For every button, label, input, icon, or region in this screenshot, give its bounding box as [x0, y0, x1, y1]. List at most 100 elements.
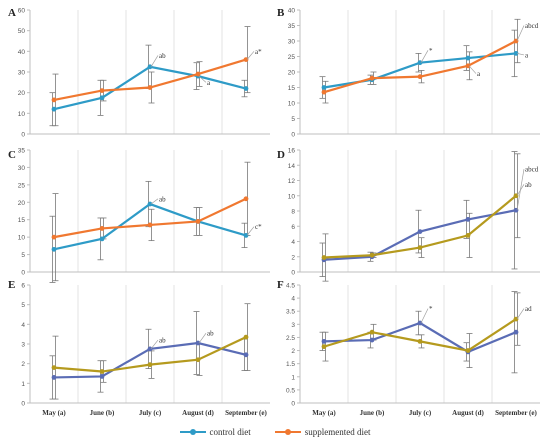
legend-label-control: control diet	[209, 427, 251, 437]
y-tick-label: 0	[291, 132, 295, 139]
data-point-supplemented	[465, 63, 471, 69]
data-point-supplemented	[147, 85, 153, 90]
panel-label: A	[8, 7, 16, 19]
data-point-control	[51, 246, 57, 252]
x-tick-label: August (d)	[182, 409, 214, 417]
panel-f: F 0 0.5 1 1.5 2 2.5 3 3.5 4 4.5 May (a) June (b) July…	[277, 279, 540, 417]
y-tick-label: 40	[18, 49, 26, 56]
annotation-label: ab	[159, 195, 166, 203]
annotation-leader	[198, 332, 207, 344]
y-tick-label: 12	[288, 178, 296, 185]
y-tick-label: 2	[291, 348, 295, 355]
y-tick-label: 6	[291, 224, 295, 231]
data-point-control	[51, 106, 57, 112]
data-point-control	[147, 346, 153, 352]
data-point-supplemented	[465, 348, 471, 353]
data-point-control	[369, 337, 375, 343]
x-tick-label: July (c)	[139, 409, 162, 417]
data-point-control	[513, 207, 519, 213]
data-point-supplemented	[369, 252, 375, 258]
data-point-supplemented	[369, 75, 375, 81]
annotation-label: a	[477, 70, 481, 78]
y-tick-label: 10	[18, 235, 26, 242]
y-tick-label: 2	[291, 254, 295, 261]
y-tick-label: 2.5	[286, 335, 295, 342]
y-tick-label: 4	[21, 322, 25, 329]
annotation-leader	[420, 308, 429, 324]
data-point-control	[147, 201, 153, 207]
y-tick-label: 25	[18, 182, 26, 189]
annotation-label: abcd	[525, 22, 539, 30]
series-line-supplemented	[323, 40, 517, 94]
x-tick-label: May (a)	[42, 409, 66, 417]
data-point-control	[513, 329, 519, 335]
y-tick-label: 30	[18, 70, 26, 77]
data-point-control	[147, 64, 153, 70]
y-tick-label: 0	[291, 270, 295, 277]
data-point-supplemented	[513, 193, 519, 199]
y-tick-label: 50	[18, 28, 26, 35]
data-point-supplemented	[51, 97, 57, 103]
legend-swatch-supplemented	[274, 427, 301, 437]
y-tick-label: 5	[21, 252, 25, 259]
data-point-supplemented	[513, 316, 519, 322]
y-tick-label: 2	[21, 361, 25, 368]
y-tick-label: 1	[21, 381, 25, 388]
y-tick-label: 0	[21, 270, 25, 277]
data-point-control	[195, 340, 201, 346]
y-tick-label: 3.5	[286, 309, 295, 316]
y-tick-label: 4.5	[286, 283, 295, 290]
y-tick-label: 0	[21, 132, 25, 139]
panel-label: B	[277, 7, 285, 19]
annotation-label: *	[429, 47, 433, 55]
y-tick-label: 16	[288, 148, 296, 155]
y-tick-label: 4	[291, 239, 295, 246]
y-tick-label: 40	[288, 8, 296, 15]
data-point-control	[99, 236, 105, 242]
data-point-control	[321, 338, 327, 344]
x-tick-label: September (e)	[495, 409, 537, 417]
panel-label: C	[8, 149, 16, 161]
annotation-label: ad	[525, 305, 532, 313]
data-point-supplemented	[99, 369, 105, 374]
data-point-supplemented	[417, 74, 423, 80]
panel-label: E	[8, 279, 15, 291]
annotation-leader	[516, 25, 525, 42]
data-point-supplemented	[321, 89, 327, 95]
y-tick-label: 14	[288, 163, 296, 170]
data-point-supplemented	[417, 245, 423, 251]
y-tick-label: 30	[288, 39, 296, 46]
x-tick-label: August (d)	[452, 409, 484, 417]
annotation-leader	[150, 55, 159, 68]
legend-swatch-control	[179, 427, 206, 437]
data-point-control	[243, 352, 249, 358]
y-tick-label: 10	[18, 111, 26, 118]
annotation-label: ab	[207, 330, 214, 338]
annotation-label: ab	[159, 337, 166, 345]
annotation-leader	[246, 226, 255, 236]
annotation-label: a	[207, 79, 211, 87]
panel-label: D	[277, 149, 285, 161]
y-tick-label: 60	[18, 8, 26, 15]
data-point-control	[99, 95, 105, 101]
panel-a: A 0 10 20 30 40 50 60 ab a a*	[8, 7, 270, 139]
x-tick-label: June (b)	[360, 409, 385, 417]
data-point-supplemented	[243, 196, 249, 202]
data-point-supplemented	[51, 365, 57, 370]
y-tick-label: 15	[18, 217, 26, 224]
y-tick-label: 35	[18, 148, 26, 155]
x-tick-label: May (a)	[312, 409, 336, 417]
y-tick-label: 0.5	[286, 387, 295, 394]
series-line-control	[323, 209, 517, 261]
y-tick-label: 10	[288, 193, 296, 200]
annotation-leader	[516, 53, 525, 56]
y-tick-label: 30	[18, 165, 26, 172]
data-point-supplemented	[369, 329, 375, 335]
data-point-supplemented	[465, 233, 471, 238]
annotation-leader	[516, 184, 525, 196]
y-tick-label: 0	[291, 401, 295, 408]
annotation-leader	[468, 65, 477, 74]
annotation-label: a	[525, 51, 529, 59]
y-tick-label: 6	[21, 283, 25, 290]
annotation-leader	[246, 51, 255, 60]
